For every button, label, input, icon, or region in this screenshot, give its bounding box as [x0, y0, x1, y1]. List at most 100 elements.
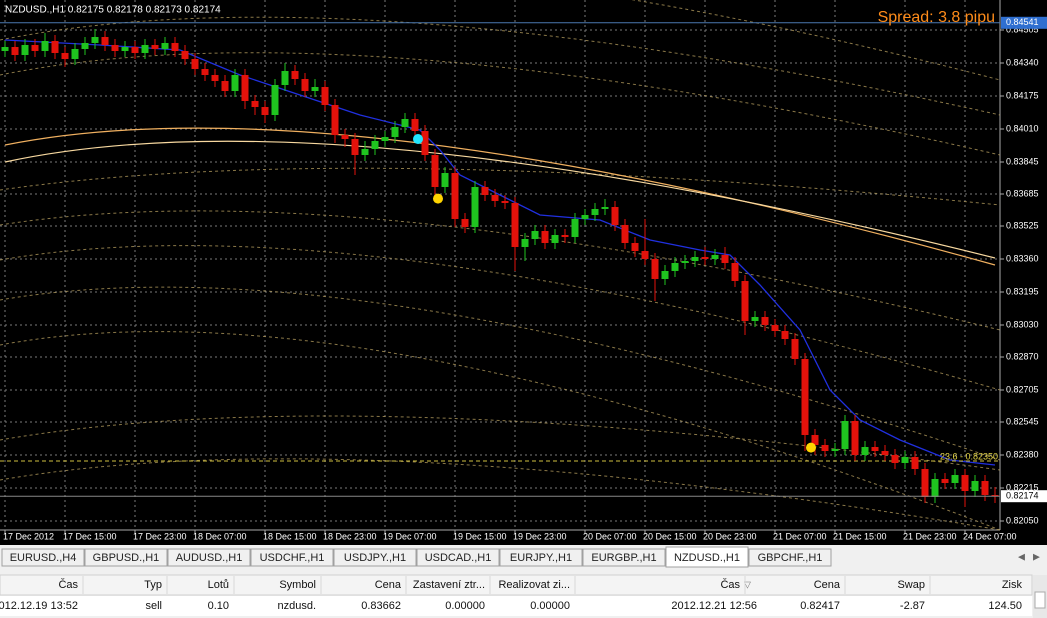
column-header[interactable]: Realizovat zi...	[498, 579, 570, 591]
candle-body	[421, 131, 429, 155]
tab[interactable]	[1, 548, 85, 567]
sort-indicator: ▽	[744, 579, 751, 589]
tab[interactable]	[582, 548, 666, 567]
candle-body	[21, 45, 29, 55]
candle-body	[331, 105, 339, 135]
tab[interactable]	[84, 548, 168, 567]
candle-body	[431, 155, 439, 187]
candle-body	[691, 257, 699, 261]
tab[interactable]	[499, 548, 583, 567]
candle-body	[611, 207, 619, 225]
candle-body	[951, 475, 959, 483]
candle-body	[871, 447, 879, 451]
table-cell: 0.83662	[361, 600, 401, 612]
tab[interactable]	[748, 548, 832, 567]
band-line	[0, 458, 1001, 531]
candle-body	[521, 239, 529, 247]
trade-marker	[433, 193, 443, 204]
candle-body	[941, 479, 949, 483]
tab-label[interactable]: EURGBP.,H1	[591, 552, 656, 564]
candle-body	[281, 71, 289, 85]
column-header[interactable]: Čas	[58, 578, 78, 591]
candle-body	[531, 231, 539, 239]
y-tick-label: 0.82380	[1006, 449, 1039, 459]
candle-body	[481, 187, 489, 195]
table-cell: 2012.12.19 13:52	[0, 600, 78, 612]
candle-body	[391, 127, 399, 137]
tab-scroll-left[interactable]: ◀	[1018, 551, 1025, 561]
x-tick-label: 18 Dec 07:00	[193, 531, 247, 541]
column-header[interactable]: Zisk	[1002, 579, 1023, 591]
candle-body	[551, 235, 559, 243]
tab-label[interactable]: USDCAD.,H1	[425, 552, 492, 564]
candle-body	[771, 325, 779, 331]
y-tick-label: 0.83845	[1006, 156, 1039, 166]
y-tick-label: 0.83685	[1006, 188, 1039, 198]
bid-price-label: 0.82174	[1006, 491, 1039, 501]
y-tick-label: 0.84175	[1006, 90, 1039, 100]
column-header[interactable]: Typ	[144, 579, 162, 591]
tab-label[interactable]: GBPCHF.,H1	[758, 552, 823, 564]
candle-body	[251, 101, 259, 107]
y-tick-label: 0.83525	[1006, 220, 1039, 230]
x-tick-label: 18 Dec 15:00	[263, 531, 317, 541]
candle-body	[31, 45, 39, 51]
candle-body	[321, 87, 329, 105]
x-tick-label: 21 Dec 07:00	[773, 531, 827, 541]
candle-body	[271, 85, 279, 115]
candle-body	[721, 255, 729, 263]
tab-label[interactable]: USDJPY.,H1	[344, 552, 406, 564]
candle-body	[841, 421, 849, 449]
table-cell: sell	[145, 600, 162, 612]
column-header[interactable]: Cena	[814, 579, 841, 591]
candle-body	[881, 451, 889, 455]
tab-label[interactable]: EURJPY.,H1	[510, 552, 572, 564]
tab[interactable]	[250, 548, 334, 567]
column-header[interactable]: Lotů	[208, 579, 229, 591]
table-row[interactable]	[0, 596, 1032, 616]
candle-body	[711, 255, 719, 259]
candle-body	[471, 187, 479, 227]
y-tick-label: 0.83030	[1006, 319, 1039, 329]
tab[interactable]	[333, 548, 417, 567]
y-tick-label: 0.82050	[1006, 515, 1039, 525]
candle-body	[591, 209, 599, 215]
band-line	[0, 167, 1001, 206]
bid-price-box	[1001, 490, 1047, 503]
tab-label[interactable]: AUDUSD.,H1	[176, 552, 243, 564]
tab[interactable]	[416, 548, 500, 567]
band-line	[0, 331, 1001, 531]
tab[interactable]	[665, 546, 749, 568]
tab-label[interactable]: NZDUSD.,H1	[674, 552, 740, 564]
column-header[interactable]: Čas	[720, 578, 740, 591]
tab-label[interactable]: USDCHF.,H1	[260, 552, 325, 564]
ask-price-box	[1001, 16, 1047, 29]
y-tick-label: 0.83360	[1006, 253, 1039, 263]
column-header[interactable]: Zastavení ztr...	[413, 579, 485, 591]
candle-body	[101, 37, 109, 45]
candle-body	[901, 457, 909, 463]
candle-body	[861, 447, 869, 455]
tab-label[interactable]: EURUSD.,H4	[10, 552, 77, 564]
tab[interactable]	[167, 548, 251, 567]
scrollbar-thumb[interactable]	[1034, 591, 1046, 609]
candle-body	[381, 137, 389, 141]
column-header[interactable]: Cena	[375, 579, 402, 591]
candle-body	[631, 243, 639, 251]
candle-body	[801, 359, 809, 435]
tab-label[interactable]: GBPUSD.,H1	[93, 552, 160, 564]
table-header	[0, 574, 1033, 596]
x-tick-label: 19 Dec 07:00	[383, 531, 437, 541]
tab-bar: EURUSD.,H4 GBPUSD.,H1 AUDUSD.,H1 USDCHF.,H1…	[1, 546, 832, 568]
column-header[interactable]: Swap	[897, 579, 925, 591]
candle-body	[201, 69, 209, 75]
candle-body	[891, 455, 899, 463]
candle-body	[681, 261, 689, 263]
column-header[interactable]: Symbol	[279, 579, 316, 591]
y-tick-label: 0.84010	[1006, 123, 1039, 133]
tab-scroll-right[interactable]: ▶	[1033, 551, 1040, 561]
moving-average-fast	[4, 39, 996, 466]
band-line	[0, 16, 1001, 116]
candle-body	[361, 149, 369, 155]
